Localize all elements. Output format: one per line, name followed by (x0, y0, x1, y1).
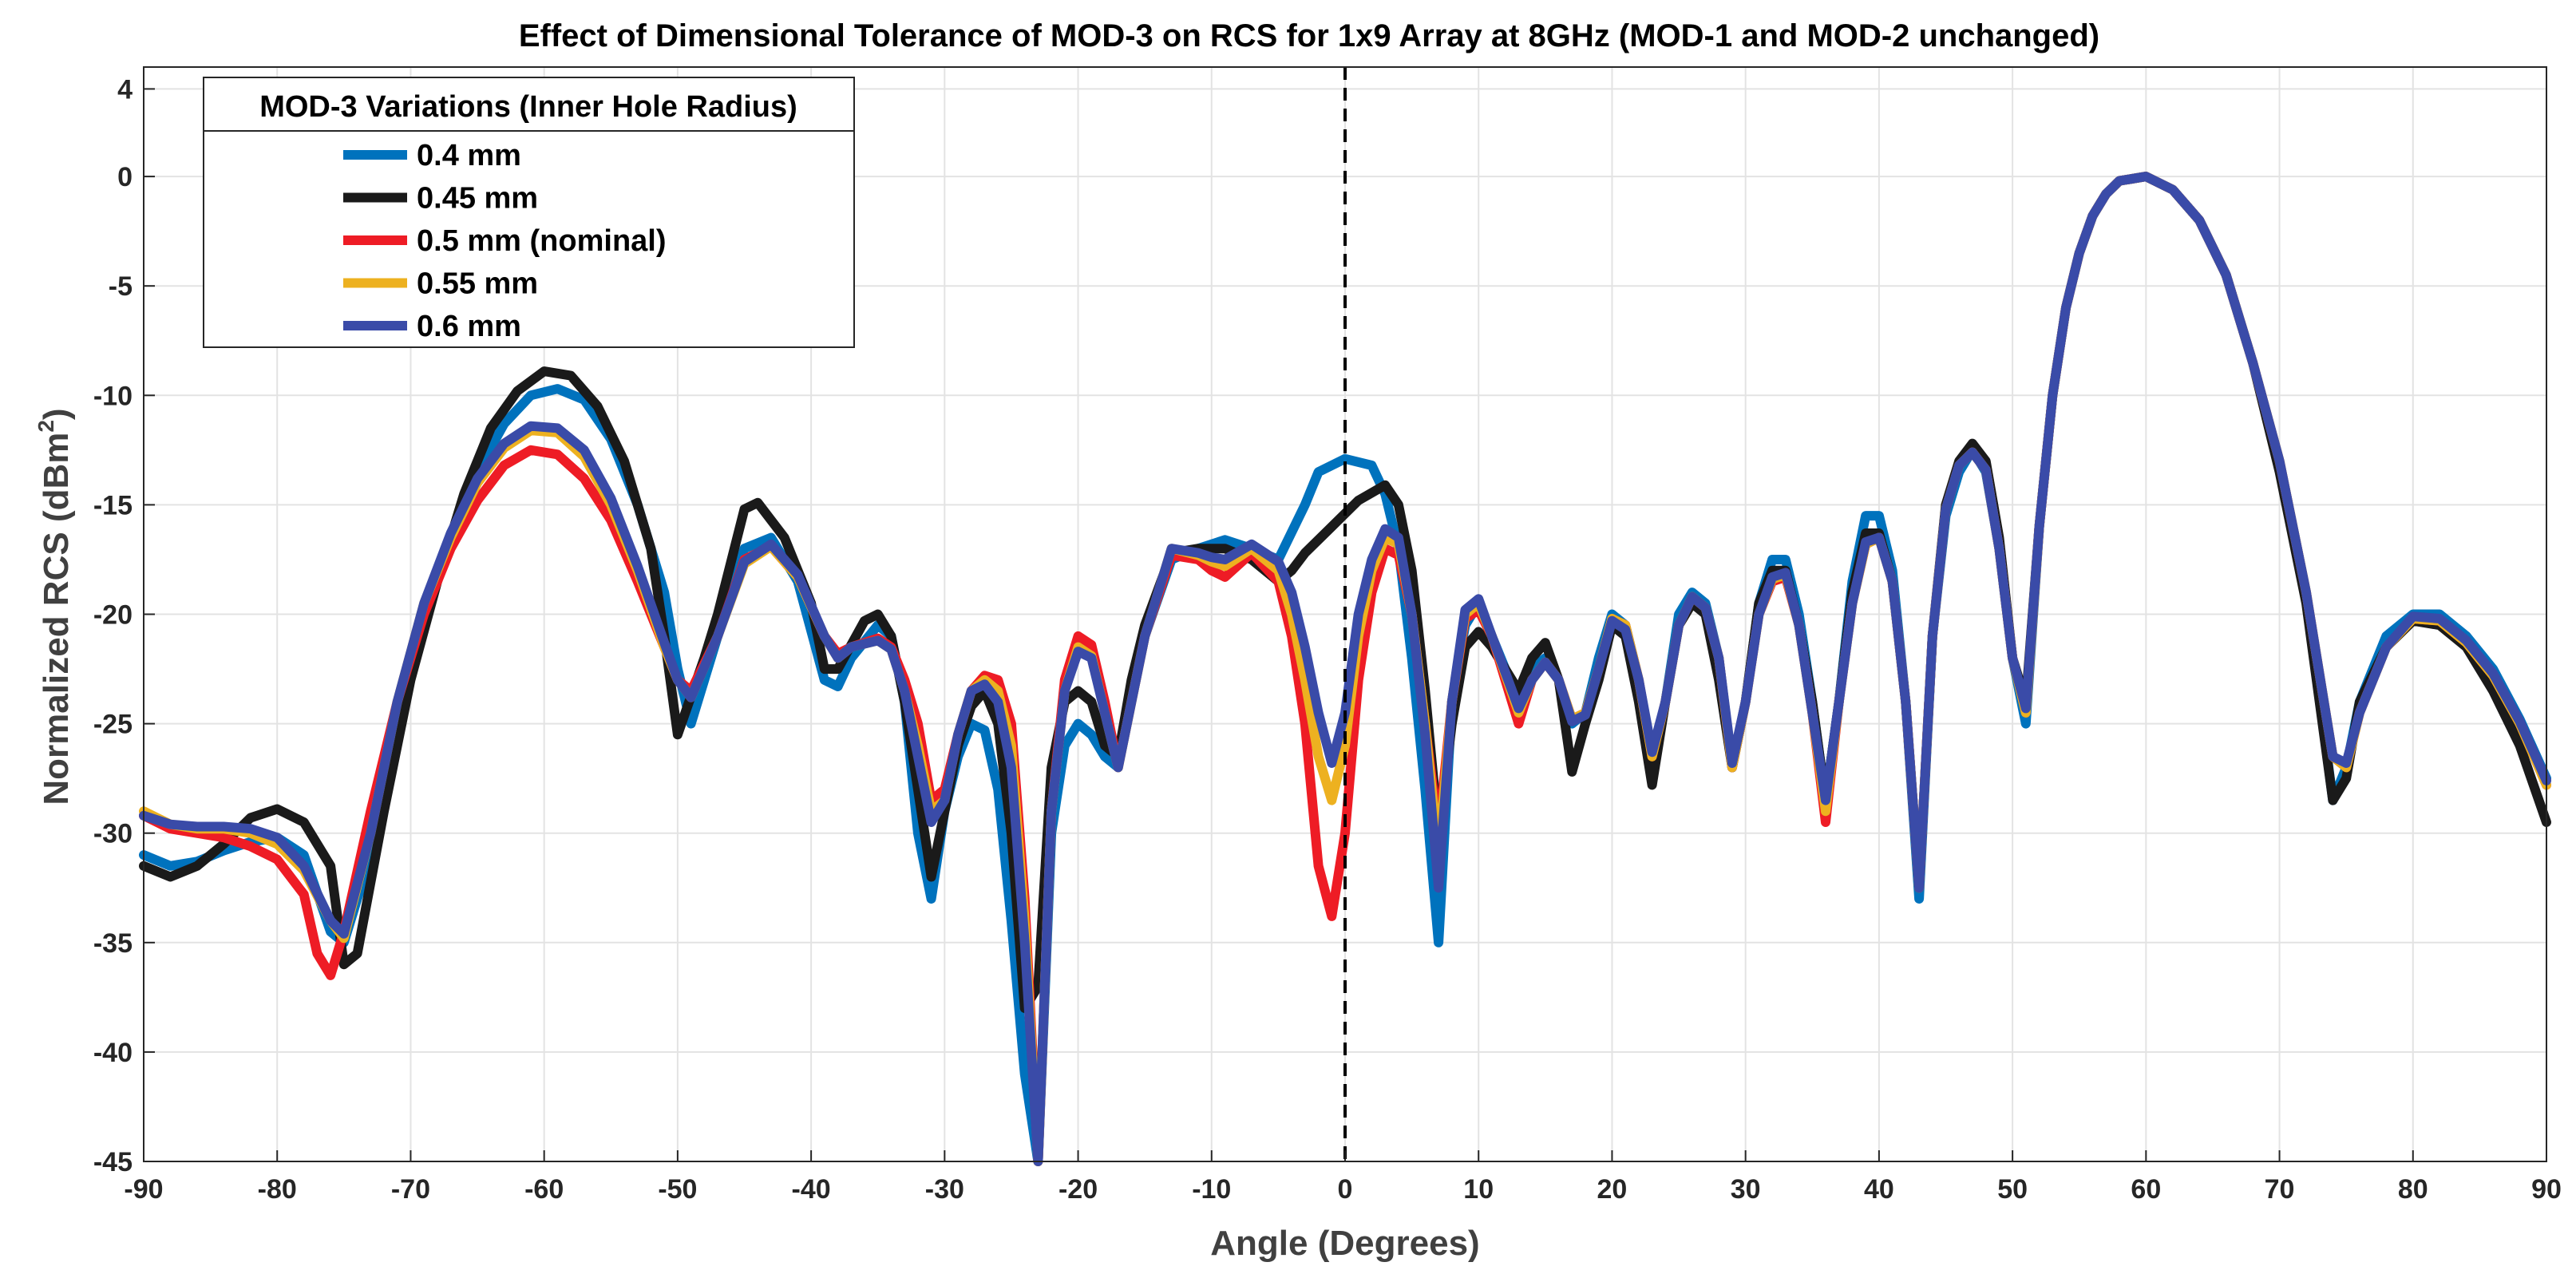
y-tick-label: -25 (93, 710, 133, 740)
legend-label: 0.5 mm (nominal) (417, 224, 667, 258)
x-tick-label: 30 (1731, 1174, 1761, 1205)
x-tick-label: -20 (1058, 1174, 1098, 1205)
y-tick-label: -15 (93, 490, 133, 520)
y-tick-label: -10 (93, 381, 133, 411)
y-tick-label: -30 (93, 819, 133, 849)
legend-entries: 0.4 mm 0.45 mm 0.5 mm (nominal) 0.55 mm 0.6 … (343, 139, 667, 343)
x-tick-label: -90 (124, 1174, 163, 1205)
legend-label: 0.55 mm (417, 267, 538, 301)
y-axis-label: Normalized RCS (dBm2) (34, 408, 76, 805)
y-tick-label: -35 (93, 928, 133, 959)
axis-ticks: -90 -80 -70 -60 -50 -40 -30 -20 -10 0 10 20 30 40 50 60… (93, 74, 2562, 1205)
legend-title: MOD-3 Variations (Inner Hole Radius) (259, 90, 797, 124)
y-tick-label: -45 (93, 1147, 133, 1177)
legend: MOD-3 Variations (Inner Hole Radius) 0.4… (203, 77, 855, 348)
x-tick-label: 50 (1997, 1174, 2028, 1205)
x-tick-label: 20 (1597, 1174, 1628, 1205)
y-tick-label: 0 (117, 162, 133, 192)
x-tick-label: -10 (1192, 1174, 1231, 1205)
legend-label: 0.45 mm (417, 182, 538, 216)
y-tick-label: -40 (93, 1038, 133, 1068)
x-tick-label: 80 (2398, 1174, 2428, 1205)
y-tick-label: -5 (109, 271, 133, 302)
x-tick-label: 70 (2265, 1174, 2295, 1205)
x-tick-label: 60 (2131, 1174, 2161, 1205)
y-axis-label-end: ) (37, 408, 76, 420)
series-layer (139, 172, 2551, 1166)
x-tick-label: 0 (1338, 1174, 1353, 1205)
series-line (139, 172, 2551, 1166)
x-tick-label: -60 (524, 1174, 564, 1205)
x-tick-label: 90 (2531, 1174, 2562, 1205)
x-tick-label: -70 (391, 1174, 430, 1205)
x-tick-label: -30 (925, 1174, 964, 1205)
x-tick-label: -80 (258, 1174, 297, 1205)
legend-label: 0.6 mm (417, 310, 521, 343)
x-tick-label: 40 (1864, 1174, 1894, 1205)
y-tick-label: -20 (93, 600, 133, 631)
chart-title: Effect of Dimensional Tolerance of MOD-3… (519, 18, 2099, 53)
x-tick-label: -40 (792, 1174, 831, 1205)
x-tick-label: 10 (1463, 1174, 1494, 1205)
legend-label: 0.4 mm (417, 139, 521, 172)
legend-box (203, 77, 855, 348)
x-tick-label: -50 (658, 1174, 697, 1205)
x-axis-label: Angle (Degrees) (1210, 1224, 1479, 1263)
y-tick-label: 4 (117, 74, 133, 105)
y-axis-label-main: Normalized RCS (dBm (37, 433, 76, 805)
y-axis-label-superscript: 2 (34, 420, 58, 433)
